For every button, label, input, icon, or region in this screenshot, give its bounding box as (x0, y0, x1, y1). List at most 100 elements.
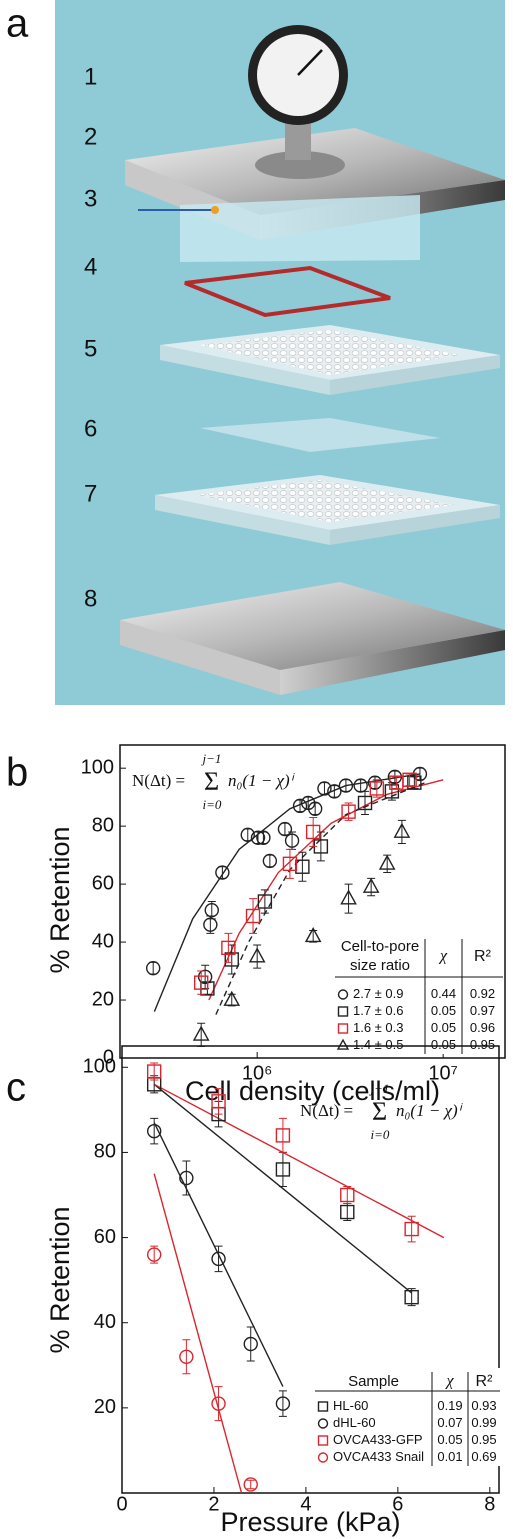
marker (275, 1162, 291, 1177)
marker (393, 822, 411, 838)
error-bar (182, 1339, 191, 1375)
x-tick-label: 6 (392, 1493, 403, 1515)
layer-label: 6 (84, 415, 97, 442)
legend-chi: 0.05 (431, 1003, 456, 1018)
error-bar (207, 901, 216, 920)
marker (369, 781, 385, 796)
legend-marker (337, 989, 349, 1000)
layer-labels: 1 2 3 4 5 6 7 8 (84, 63, 97, 612)
panel-label: a (6, 2, 29, 46)
legend-header: Cell-to-pore (341, 938, 419, 955)
error-bar (361, 790, 370, 816)
legend-label: HL-60 (333, 1398, 368, 1413)
error-bar (243, 828, 252, 842)
marker (292, 798, 308, 814)
chart: b % Retention Cell density (cells/ml) 0 20 40… (6, 744, 506, 1106)
marker (407, 775, 422, 790)
legend-r2: 0.96 (470, 1020, 495, 1035)
legend-label: OVCA433-GFP (333, 1432, 423, 1447)
legend-label: 1.7 ± 0.6 (353, 1003, 404, 1018)
y-tick-label: 60 (92, 872, 114, 894)
error-bar (249, 898, 258, 934)
marker (284, 833, 300, 848)
fit-line (153, 1173, 243, 1494)
marker (146, 1247, 162, 1262)
marker (204, 902, 219, 918)
legend-label: 1.4 ± 0.5 (353, 1037, 404, 1052)
marker (215, 865, 230, 880)
error-bar (278, 1390, 287, 1417)
x-tick-label: 0 (116, 1493, 127, 1515)
error-bar (218, 866, 227, 879)
legend-header: R² (476, 1373, 494, 1390)
y-tick-label: 20 (94, 1396, 116, 1418)
plate-side (330, 355, 500, 395)
x-tick-label: 4 (300, 1493, 311, 1515)
error-bar (356, 779, 365, 792)
marker (223, 990, 241, 1006)
error-bar (344, 802, 353, 821)
marker (193, 975, 209, 990)
fit-line (153, 1083, 413, 1294)
legend-marker (317, 1401, 329, 1412)
marker (277, 821, 293, 837)
panel-label: b (6, 751, 28, 795)
hole (255, 151, 345, 179)
marker (145, 960, 161, 976)
marker (275, 1128, 291, 1143)
layer-label: 4 (84, 253, 97, 280)
marker (404, 1289, 419, 1305)
fit-line (153, 1083, 445, 1239)
marker (240, 827, 255, 843)
marker (256, 830, 271, 845)
y-tick-label: 40 (94, 1311, 116, 1333)
marker (367, 775, 383, 790)
error-bar (259, 831, 268, 845)
error-bar (149, 961, 158, 975)
error-bar (344, 883, 353, 914)
legend-r2: 0.95 (471, 1432, 496, 1447)
x-axis-title: Cell density (cells/ml) (185, 1076, 440, 1106)
y-axis-title: % Retention (45, 1206, 75, 1353)
error-bar (214, 1245, 223, 1273)
error-bar (224, 932, 233, 963)
plate-side (160, 345, 330, 395)
error-bar (309, 816, 318, 847)
legend-bg (312, 1368, 500, 1466)
legend-marker (317, 1452, 329, 1463)
formula: n₀(1 − χ)ⁱ (228, 771, 296, 790)
plate-top (120, 582, 505, 670)
x-tick-label: 10⁶ (242, 1062, 272, 1084)
marker (305, 824, 321, 840)
formula: j−1 (369, 1081, 390, 1096)
plate-side (120, 620, 280, 695)
marker (243, 1477, 258, 1492)
marker (404, 1221, 419, 1237)
marker (146, 1064, 162, 1079)
error-bar (214, 1386, 223, 1422)
formula: i=0 (203, 797, 222, 812)
marker (307, 801, 323, 816)
legend-chi: 0.05 (431, 1020, 456, 1035)
port (211, 206, 219, 214)
y-axis-title: % Retention (45, 826, 75, 973)
fit-line (153, 773, 421, 1012)
y-tick-label: 80 (94, 1141, 116, 1163)
marker (262, 853, 278, 869)
layer-label: 8 (84, 585, 97, 612)
marker (362, 877, 380, 893)
plot-frame (121, 1045, 500, 1494)
pillar-array (200, 330, 460, 375)
marker (211, 1094, 226, 1109)
marker (282, 856, 298, 872)
error-bar (405, 773, 414, 787)
error-bar (367, 877, 376, 897)
marker (338, 778, 354, 793)
marker (224, 952, 239, 967)
marker (179, 1349, 194, 1364)
legend-header: Sample (348, 1373, 399, 1390)
y-tick-label: 20 (92, 988, 114, 1010)
marker (340, 889, 357, 905)
marker (378, 854, 396, 870)
x-tick-label: 10⁷ (428, 1062, 457, 1084)
